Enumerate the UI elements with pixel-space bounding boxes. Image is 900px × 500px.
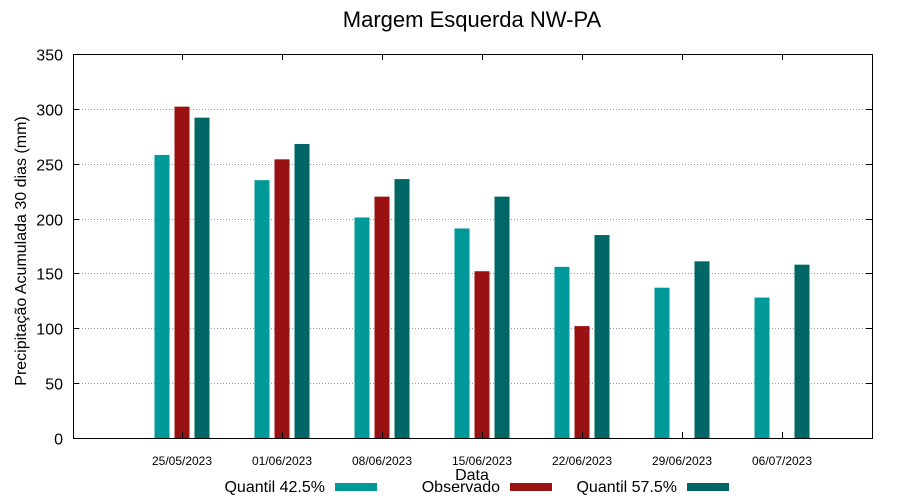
bar-observado <box>474 271 490 438</box>
y-tick-label: 50 <box>45 377 63 394</box>
grid-layer <box>73 109 872 384</box>
y-tick-label: 200 <box>36 213 63 230</box>
y-tick-label: 150 <box>36 267 63 284</box>
y-axis-label: Precipitação Acumulada 30 dias (mm) <box>13 116 30 385</box>
x-tick-label: 25/05/2023 <box>152 454 212 468</box>
bar-quantil-57-5 <box>494 196 510 438</box>
bar-observado <box>174 106 190 439</box>
x-tick-label: 01/06/2023 <box>252 454 312 468</box>
y-tick-label: 300 <box>36 103 63 120</box>
bar-quantil-42-5 <box>554 266 570 438</box>
bar-quantil-57-5 <box>694 261 710 438</box>
legend-label: Observado <box>422 479 500 496</box>
x-tick-label: 15/06/2023 <box>452 454 512 468</box>
x-tick-label: 29/06/2023 <box>652 454 712 468</box>
bar-quantil-42-5 <box>154 154 170 439</box>
x-tick-label: 08/06/2023 <box>352 454 412 468</box>
bar-quantil-42-5 <box>354 217 370 438</box>
bar-quantil-57-5 <box>194 117 210 439</box>
plot-frame <box>73 54 873 439</box>
bar-quantil-57-5 <box>394 179 410 438</box>
x-axis: 25/05/2023 01/06/2023 08/06/2023 15/06/2023… <box>152 54 812 468</box>
y-axis: 0 50 100 150 200 250 300 350 <box>36 48 872 449</box>
legend-swatch <box>510 483 552 491</box>
x-axis-label: Data <box>455 467 489 484</box>
bar-quantil-57-5 <box>594 235 610 438</box>
legend-label: Quantil 57.5% <box>576 479 677 496</box>
bar-quantil-42-5 <box>654 287 670 438</box>
bar-quantil-42-5 <box>454 228 470 438</box>
legend: Quantil 42.5% Observado Quantil 57.5% <box>224 479 729 496</box>
bar-quantil-57-5 <box>294 143 310 439</box>
legend-label: Quantil 42.5% <box>224 479 325 496</box>
y-tick-label: 0 <box>54 432 63 449</box>
bars-layer <box>154 106 810 439</box>
x-tick-label: 06/07/2023 <box>752 454 812 468</box>
y-tick-label: 100 <box>36 322 63 339</box>
chart-title: Margem Esquerda NW-PA <box>343 7 602 32</box>
x-tick-label: 22/06/2023 <box>552 454 612 468</box>
y-tick-label: 350 <box>36 48 63 65</box>
bar-observado <box>574 326 590 438</box>
legend-swatch <box>335 483 377 491</box>
bar-quantil-57-5 <box>794 264 810 438</box>
bar-quantil-42-5 <box>754 297 770 438</box>
legend-swatch <box>687 483 729 491</box>
bar-observado <box>274 159 290 438</box>
bar-quantil-42-5 <box>254 180 270 438</box>
bar-observado <box>374 196 390 438</box>
y-tick-label: 250 <box>36 158 63 175</box>
